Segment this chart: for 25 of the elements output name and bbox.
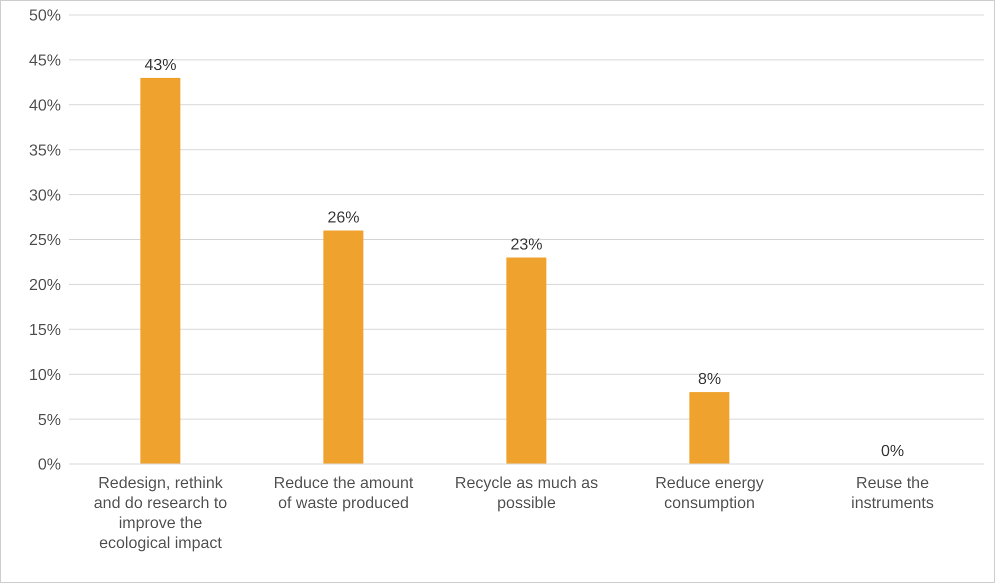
data-label: 43% [144, 56, 177, 74]
y-tick-label: 50% [28, 8, 61, 25]
y-tick-label: 10% [28, 366, 61, 384]
bar [140, 78, 180, 464]
y-tick-label: 35% [28, 142, 61, 160]
y-tick-label: 15% [28, 322, 61, 339]
x-tick-label: Reduce the amount of waste produced [274, 475, 414, 512]
bar [506, 257, 546, 464]
data-label: 0% [880, 443, 904, 460]
y-tick-label: 25% [28, 232, 61, 250]
bar [323, 230, 364, 464]
x-tick-label: Recycle as much as possible [454, 475, 598, 512]
y-tick-label: 20% [28, 277, 61, 294]
x-tick-label: Reuse the instruments [851, 475, 934, 512]
y-tick-label: 5% [38, 412, 61, 429]
y-tick-label: 30% [28, 187, 61, 204]
data-label: 8% [698, 371, 722, 388]
y-tick-label: 45% [28, 52, 61, 70]
x-tick-label: Reduce energy consumption [655, 475, 764, 512]
x-tick-label: Redesign, rethink and do research to improve the ecological impact [94, 475, 228, 552]
y-tick-label: 0% [38, 456, 61, 474]
data-label: 26% [327, 210, 360, 227]
data-label: 23% [510, 236, 543, 254]
y-tick-label: 40% [28, 97, 61, 114]
bar [689, 392, 730, 464]
